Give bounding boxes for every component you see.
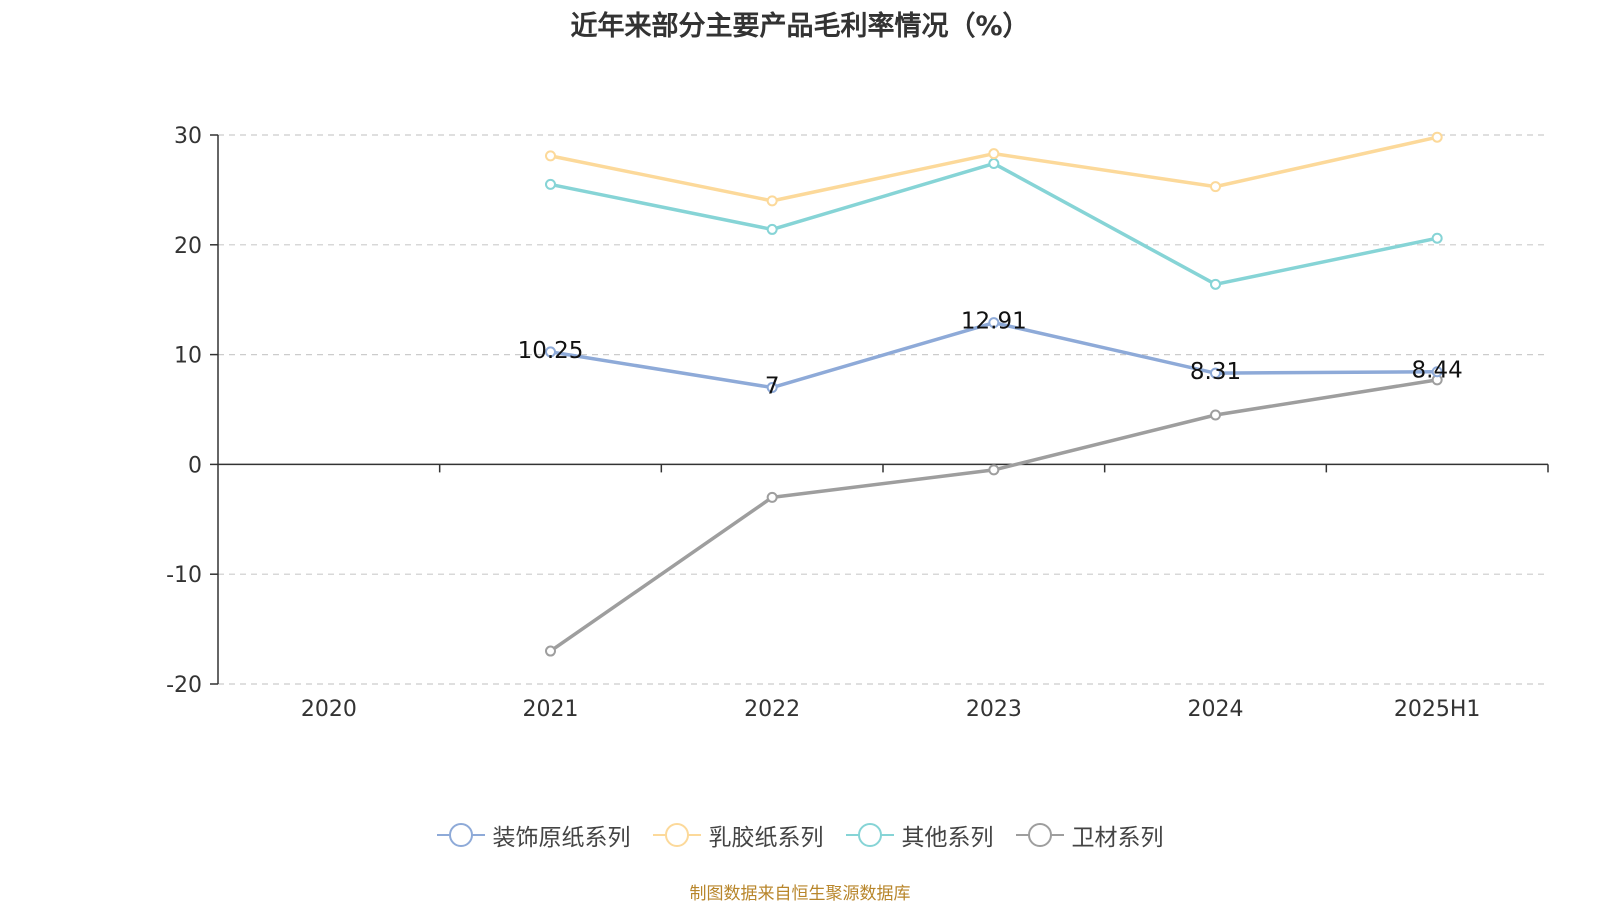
legend-circle-icon bbox=[652, 823, 701, 847]
data-point bbox=[1431, 131, 1443, 143]
y-tick-label: -10 bbox=[166, 563, 202, 588]
legend-label: 其他系列 bbox=[901, 825, 994, 851]
data-point bbox=[766, 491, 778, 503]
y-tick-label: -20 bbox=[166, 673, 202, 698]
legend-item-sanitary[interactable]: 卫材系列 bbox=[1015, 818, 1164, 852]
data-point bbox=[766, 382, 778, 394]
data-point bbox=[766, 195, 778, 207]
legend-label: 卫材系列 bbox=[1071, 825, 1164, 851]
x-tick-label: 2020 bbox=[301, 697, 357, 722]
x-tick-label: 2022 bbox=[744, 697, 800, 722]
legend-item-other[interactable]: 其他系列 bbox=[845, 818, 994, 852]
x-tick-label: 2024 bbox=[1188, 697, 1244, 722]
line-chart: -20 -10 0 10 20 30 2020 2021 2022 2023 2024 2025H1 1… bbox=[166, 124, 1549, 722]
data-point bbox=[545, 346, 556, 358]
data-point bbox=[545, 150, 556, 162]
data-point bbox=[1431, 366, 1443, 378]
data-source-note: 制图数据来自恒生聚源数据库 bbox=[689, 884, 911, 904]
data-point bbox=[988, 464, 1000, 476]
series-line bbox=[549, 378, 1438, 653]
data-point bbox=[1210, 409, 1221, 421]
legend-label: 乳胶纸系列 bbox=[708, 825, 824, 851]
data-point bbox=[988, 148, 1000, 160]
y-tick-label: 0 bbox=[188, 453, 202, 478]
data-label: 8.44 bbox=[1412, 358, 1463, 384]
legend-circle-icon bbox=[436, 823, 485, 847]
x-tick-label: 2021 bbox=[523, 697, 579, 722]
legend-circle-icon bbox=[845, 823, 894, 847]
y-tick-label: 10 bbox=[174, 344, 202, 369]
data-point bbox=[766, 223, 778, 235]
data-point bbox=[545, 178, 556, 190]
x-tick-label: 2023 bbox=[966, 697, 1022, 722]
legend-label: 装饰原纸系列 bbox=[492, 825, 631, 851]
y-tick-label: 30 bbox=[174, 124, 202, 149]
data-point bbox=[1210, 278, 1221, 290]
chart-title: 近年来部分主要产品毛利率情况（%） bbox=[570, 11, 1030, 42]
data-point bbox=[1210, 367, 1221, 379]
legend-item-latex-paper[interactable]: 乳胶纸系列 bbox=[652, 818, 824, 852]
legend-item-decor-paper[interactable]: 装饰原纸系列 bbox=[436, 818, 631, 852]
data-point bbox=[988, 158, 1000, 170]
data-label: 8.31 bbox=[1190, 359, 1241, 385]
x-tick-label: 2025H1 bbox=[1394, 697, 1481, 722]
data-point bbox=[1431, 232, 1443, 244]
legend: 装饰原纸系列 乳胶纸系列 其他系列 卫材系列 bbox=[0, 818, 1600, 852]
data-point bbox=[1210, 181, 1221, 193]
data-point bbox=[545, 645, 556, 657]
y-tick-label: 20 bbox=[174, 234, 202, 259]
data-label: 7 bbox=[765, 374, 780, 400]
data-label: 10.25 bbox=[518, 338, 584, 364]
data-label: 12.91 bbox=[961, 309, 1027, 335]
legend-circle-icon bbox=[1015, 823, 1064, 847]
data-point bbox=[988, 317, 1000, 329]
